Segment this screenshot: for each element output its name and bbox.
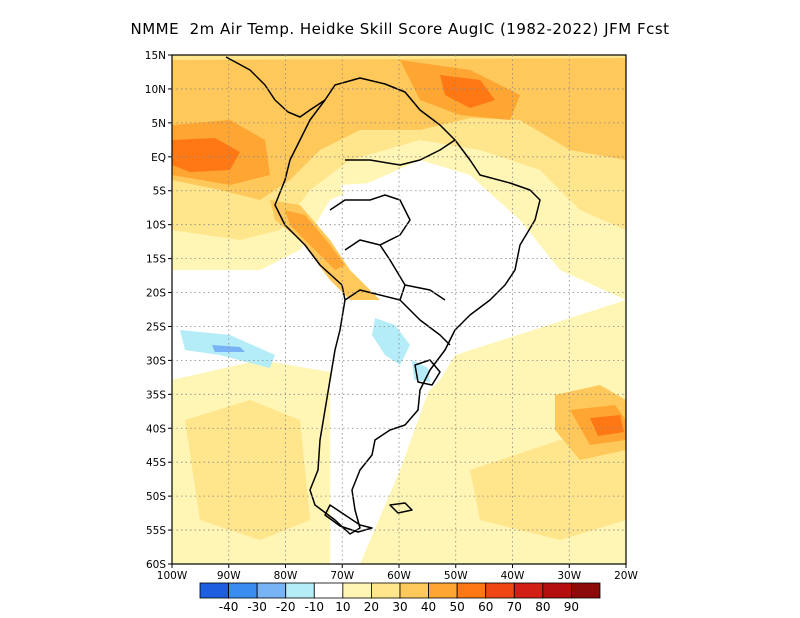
lat-tick-label: 10S — [146, 220, 166, 232]
colorbar-swatch — [399, 582, 429, 599]
country-border-4 — [399, 299, 451, 346]
gridlines — [172, 55, 626, 564]
country-border-3 — [345, 139, 456, 166]
shade-20-30-south — [185, 400, 310, 540]
shade-50-60-atl — [590, 415, 624, 436]
shade-neutral-south-america — [330, 300, 470, 440]
tierra-del-fuego — [324, 504, 373, 533]
country-border-2 — [329, 194, 411, 246]
colorbar: -40 -30 -20 -10 10 20 30 40 50 60 70 80 90 — [199, 582, 601, 614]
colorbar-label: -20 — [276, 600, 296, 614]
colorbar-swatch — [228, 582, 258, 599]
lat-tick-label: 35S — [146, 389, 166, 401]
colorbar-label: 50 — [450, 600, 465, 614]
colorbar-label: -40 — [219, 600, 239, 614]
colorbar-label: 40 — [421, 600, 436, 614]
colorbar-label: 60 — [478, 600, 493, 614]
colorbar-label: 20 — [364, 600, 379, 614]
coastline — [225, 56, 541, 535]
lat-tick-label: 50S — [146, 491, 166, 503]
colorbar-swatch — [428, 582, 458, 599]
shade-40-50-peru — [285, 210, 345, 270]
lat-tick-label: 25S — [146, 321, 166, 333]
lat-tick-label: 15S — [146, 254, 166, 266]
south-america-outline — [274, 77, 541, 535]
colorbar-swatch — [513, 582, 544, 599]
lon-tick-label: 30W — [557, 570, 581, 582]
colorbar-label: 10 — [335, 600, 350, 614]
colorbar-swatch — [285, 582, 315, 599]
colorbar-label: 70 — [507, 600, 522, 614]
uruguay-outline — [414, 359, 441, 386]
colorbar-label: 80 — [535, 600, 550, 614]
lat-tick-label: 55S — [146, 525, 166, 537]
lat-tick-label: 5N — [151, 118, 166, 130]
lat-tick-label: 40S — [146, 423, 166, 435]
lon-tick-label: 20W — [614, 570, 638, 582]
colorbar-swatch — [485, 582, 515, 599]
colorbar-label: -30 — [247, 600, 267, 614]
colorbar-swatch — [342, 582, 372, 599]
lat-tick-label: 20S — [146, 288, 166, 300]
lon-tick-label: 50W — [444, 570, 468, 582]
central-america-outline — [225, 56, 326, 118]
lat-tick-label: 45S — [146, 457, 166, 469]
lat-tick-label: 15N — [145, 50, 166, 62]
colorbar-label: 30 — [392, 600, 407, 614]
shade-negative-argentina — [372, 318, 410, 365]
lat-tick-label: 30S — [146, 355, 166, 367]
lon-tick-label: 60W — [387, 570, 411, 582]
colorbar-swatch — [456, 582, 487, 599]
colorbar-swatch — [199, 582, 229, 599]
colorbar-swatch — [313, 582, 344, 599]
country-border-5 — [404, 284, 446, 301]
axis-ticks: 15N 10N 5N EQ 5S 10S 15S 20S 25S 30S 35S 40S 45S 50S 5… — [145, 50, 639, 582]
chart-title: NMME 2m Air Temp. Heidke Skill Score Aug… — [130, 20, 670, 38]
colorbar-label: 90 — [564, 600, 579, 614]
shade-neutral-amazon — [340, 180, 460, 255]
colorbar-swatch — [571, 582, 601, 599]
lon-tick-label: 90W — [217, 570, 241, 582]
colorbar-swatch — [256, 582, 287, 599]
lat-tick-label: 10N — [145, 84, 166, 96]
colorbar-label: -10 — [304, 600, 324, 614]
lon-tick-label: 70W — [330, 570, 354, 582]
falklands — [389, 502, 413, 514]
lat-tick-label: 60S — [146, 559, 166, 571]
lon-tick-label: 80W — [274, 570, 298, 582]
lat-tick-label: EQ — [151, 152, 166, 164]
lon-tick-label: 40W — [501, 570, 525, 582]
shade-50-60-caribbean — [440, 75, 495, 108]
shade-50-60-pacific — [172, 138, 240, 172]
lon-tick-label: 100W — [157, 570, 188, 582]
lat-tick-label: 5S — [153, 186, 167, 198]
colorbar-swatch — [371, 582, 401, 599]
colorbar-swatch — [542, 582, 572, 599]
